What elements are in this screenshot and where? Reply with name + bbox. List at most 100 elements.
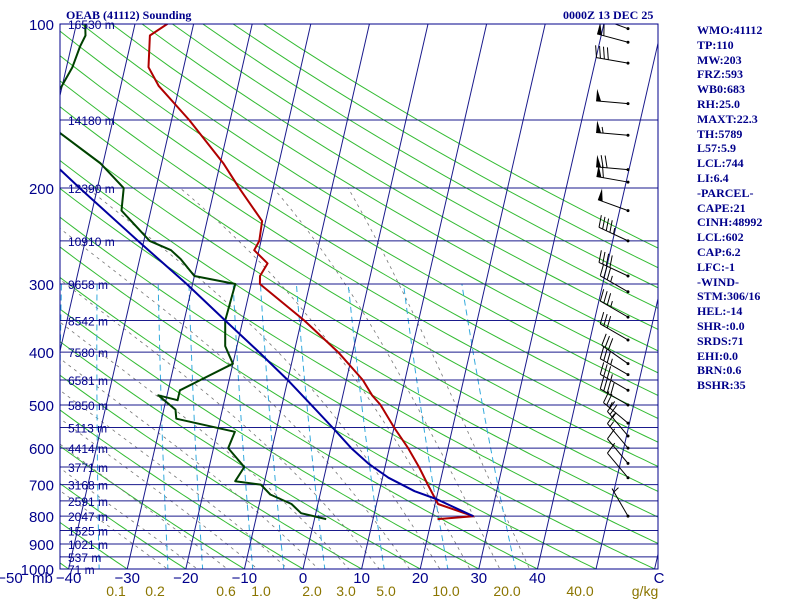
mixing-ratio-line: [295, 283, 326, 569]
wind-barb-dot: [626, 61, 630, 65]
height-level-label: 5113 m: [68, 421, 107, 435]
wind-barb-pennant: [596, 154, 602, 168]
wind-barb-flag: [609, 255, 613, 268]
wind-barb-flag: [599, 346, 605, 359]
mixing-ratio-tick-label: 1.0: [251, 583, 271, 599]
wind-barb-staff: [596, 176, 629, 183]
wind-barb-dot: [626, 403, 630, 407]
wind-barb-flag: [598, 250, 602, 263]
wind-barb-dot: [626, 133, 630, 137]
dry-adiabat-line: [60, 482, 187, 569]
wind-barb-flag: [599, 362, 605, 375]
index-item: -PARCEL-: [697, 185, 754, 200]
temperature-tick-label: 0: [299, 570, 307, 587]
height-level-label: 6581 m: [68, 374, 108, 388]
wind-barb-halfflag: [613, 487, 619, 493]
isotherm-line: [302, 24, 429, 569]
wind-barb-staff: [596, 100, 629, 105]
index-item: TH:5789: [697, 126, 743, 141]
wind-barb-halfflag: [610, 275, 613, 282]
pressure-tick-label: 1000: [21, 562, 54, 579]
mixing-ratio-line: [232, 283, 254, 569]
height-level-label: 14180 m: [68, 114, 115, 128]
moist-adiabat-line: [60, 278, 380, 569]
index-item: LCL:744: [697, 156, 744, 171]
dry-adiabat-line: [60, 106, 658, 467]
wind-barb-staff: [600, 323, 629, 341]
wind-barb: [596, 88, 630, 106]
wind-barb-staff: [600, 358, 629, 376]
wind-barb-flag: [604, 335, 610, 348]
index-item: -WIND-: [697, 274, 739, 289]
pressure-tick-label: 500: [29, 398, 54, 415]
wind-barb: [603, 391, 630, 425]
index-item: BRN:0.6: [697, 363, 742, 378]
wind-barb-flag: [606, 350, 612, 363]
moist-adiabat-line: [60, 389, 289, 569]
moist-adiabat-line: [60, 227, 411, 569]
dry-adiabat-line: [60, 80, 658, 443]
height-level-label: 1525 m: [68, 525, 108, 539]
isotherm-line: [0, 12, 21, 581]
pressure-tick-label: 100: [29, 17, 54, 34]
pressure-tick-label: 700: [29, 478, 54, 495]
height-level-label: 16530 m: [68, 18, 115, 32]
wind-barb-staff: [607, 411, 629, 437]
wind-barb-flag: [606, 315, 612, 329]
height-level-label: 5850 m: [68, 399, 108, 413]
dry-adiabat-line: [60, 276, 539, 569]
index-item: CINH:48992: [697, 215, 763, 230]
height-level-label: 2591 m: [68, 495, 108, 509]
wind-barb-staff: [600, 388, 629, 406]
index-item: SHR-:0.0: [697, 318, 745, 333]
wind-barb-staff: [607, 438, 629, 464]
moist-adiabat-line: [60, 443, 228, 569]
wind-barb-flag: [599, 289, 605, 302]
index-item: TP:110: [697, 37, 734, 52]
mixing-ratio-tick-label: 10.0: [432, 583, 459, 599]
wind-barb-flag: [603, 348, 608, 361]
mixing-ratio-line: [461, 283, 517, 569]
dry-adiabat-line: [60, 445, 246, 569]
dry-adiabat-line: [202, 24, 658, 289]
wind-barb-halfflag: [612, 412, 617, 418]
mixing-ratio-tick-label: 5.0: [376, 583, 396, 599]
moist-adiabat-line: [86, 187, 441, 569]
index-item: WMO:41112: [697, 23, 763, 37]
height-level-label: 4414 m: [68, 442, 108, 456]
wind-barb-staff: [596, 57, 629, 64]
wind-barb: [598, 215, 630, 243]
dry-adiabat-line: [60, 340, 422, 569]
wind-barb-flag: [605, 253, 610, 266]
dry-adiabats: [60, 24, 658, 569]
dry-adiabat-line: [172, 24, 658, 309]
pressure-tick-label: 600: [29, 441, 54, 458]
dry-adiabat-line: [60, 521, 129, 569]
wind-barb: [595, 45, 630, 65]
mixing-ratio-lines: [60, 283, 517, 569]
index-item: FRZ:593: [697, 67, 743, 82]
wind-barb: [597, 188, 630, 213]
wind-barb-dot: [626, 446, 630, 450]
wind-barb-flag: [602, 165, 604, 178]
index-item: LI:6.4: [697, 170, 729, 185]
dry-adiabat-line: [60, 216, 656, 569]
wind-barb-dot: [626, 290, 630, 294]
dry-adiabat-line: [60, 55, 658, 420]
wind-barb-dot: [626, 338, 630, 342]
wind-barb-staff: [613, 24, 629, 30]
wind-barb-flag: [599, 263, 605, 276]
index-item: MAXT:22.3: [697, 111, 758, 126]
sounding-trace-1: [60, 24, 327, 521]
sounding-trace-2: [60, 168, 474, 518]
mixing-ratio-tick-label: 40.0: [566, 583, 593, 599]
wind-barb-flag: [607, 413, 616, 424]
y-axis-unit-label: mb: [32, 570, 53, 587]
wind-barb-staff: [596, 131, 629, 136]
isotherm-line: [595, 296, 658, 569]
wind-barb-flag: [609, 220, 613, 233]
index-item: STM:306/16: [697, 289, 761, 304]
mixing-ratio-line: [347, 283, 385, 569]
mixing-ratio-tick-label: 3.0: [336, 583, 356, 599]
